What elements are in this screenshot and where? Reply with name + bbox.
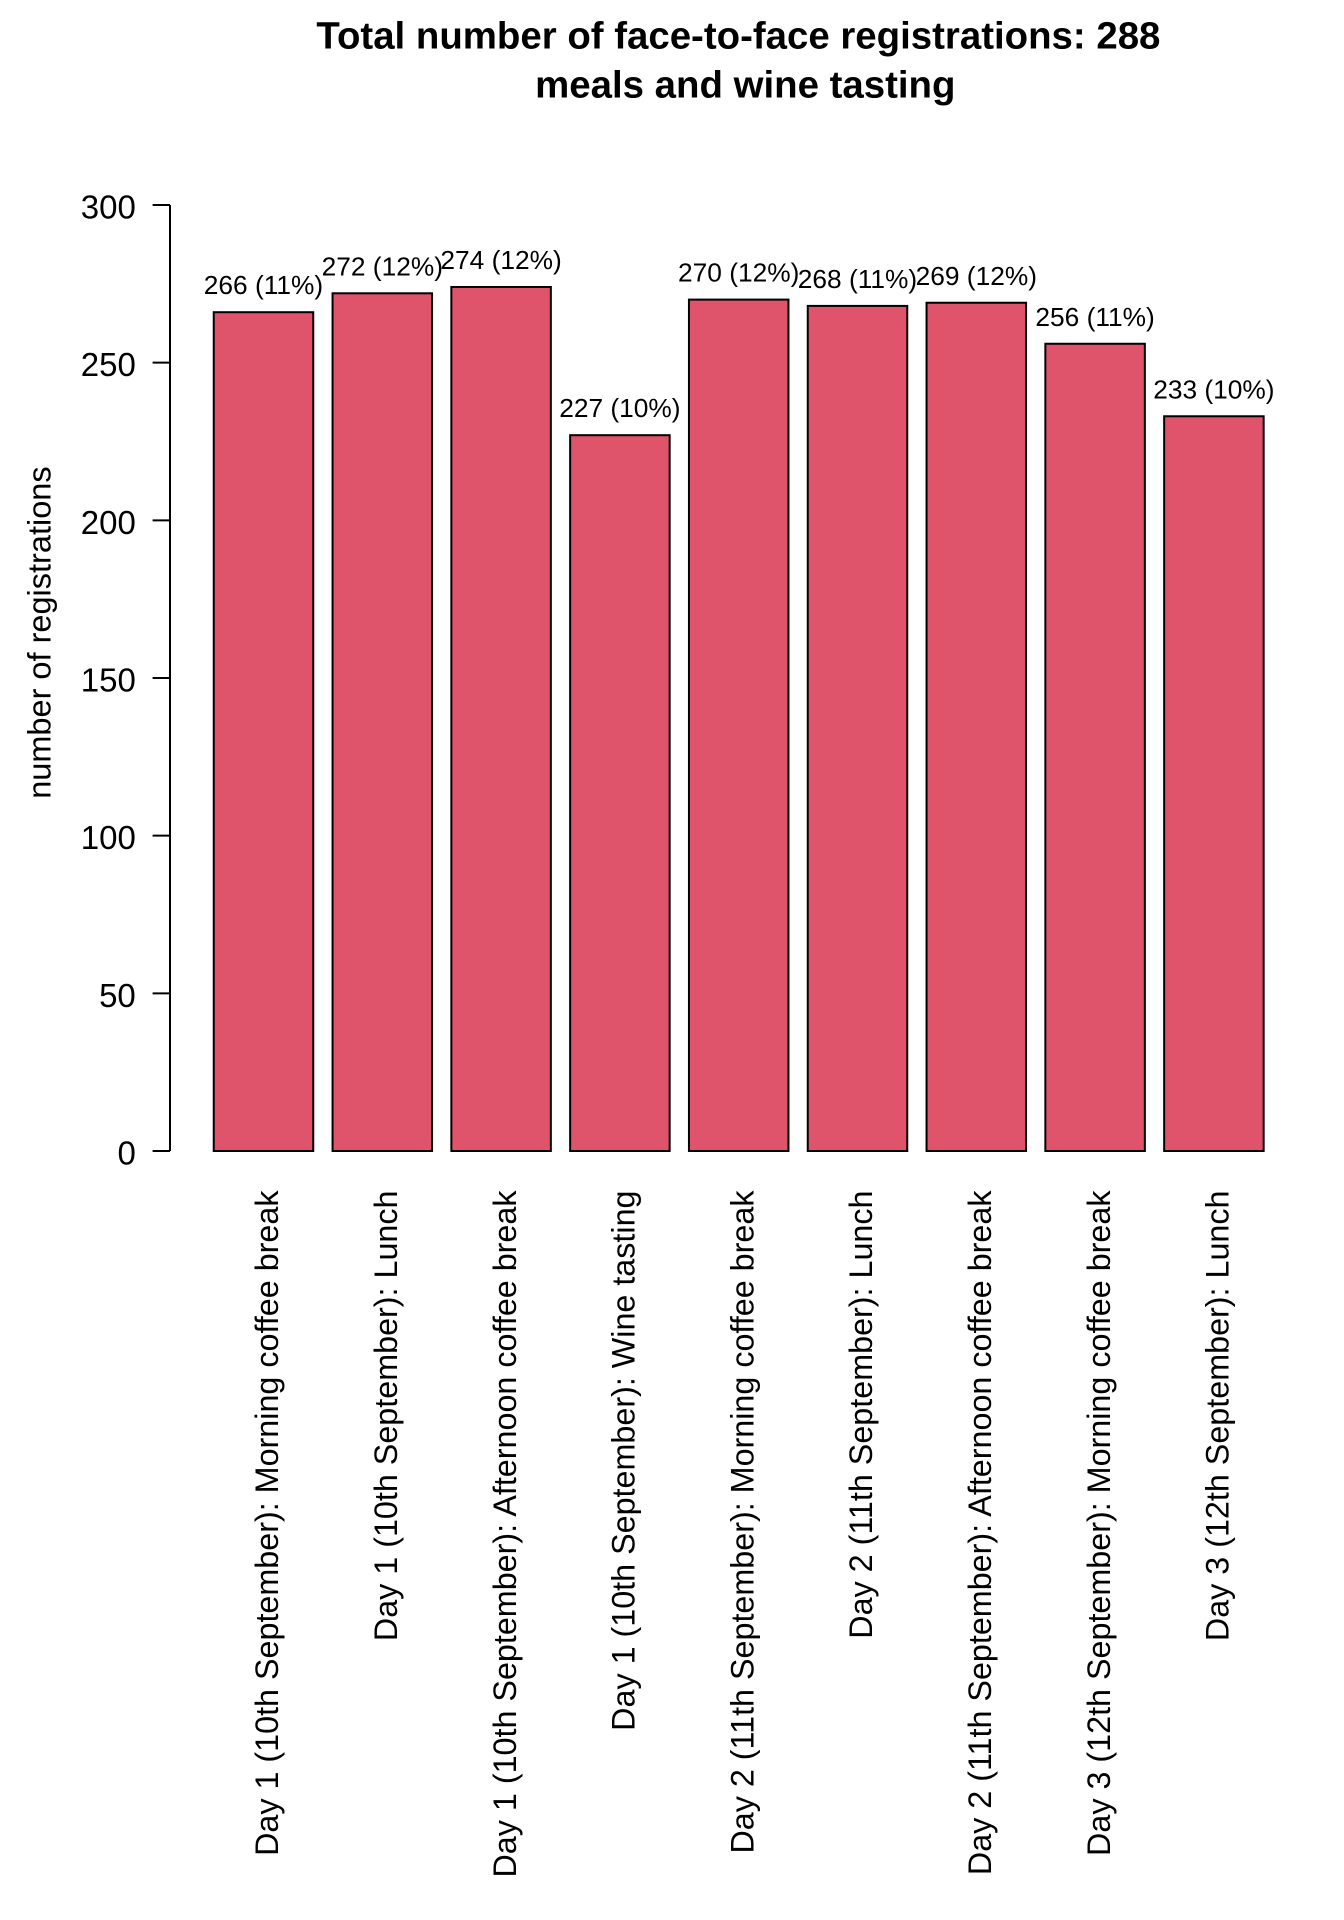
- svg-text:227 (10%): 227 (10%): [559, 393, 680, 423]
- svg-text:233 (10%): 233 (10%): [1153, 374, 1274, 404]
- svg-text:268 (11%): 268 (11%): [798, 264, 917, 294]
- svg-text:256 (11%): 256 (11%): [1035, 302, 1154, 332]
- svg-text:Day 2 (11th September): Aftern: Day 2 (11th September): Afternoon coffee…: [962, 1190, 998, 1875]
- svg-text:Day 3 (12th September): Mornin: Day 3 (12th September): Morning coffee b…: [1081, 1190, 1117, 1856]
- svg-text:Day 3 (12th September): Lunch: Day 3 (12th September): Lunch: [1200, 1191, 1236, 1642]
- svg-text:Day 2 (11th September): Mornin: Day 2 (11th September): Morning coffee b…: [724, 1190, 760, 1854]
- svg-text:269 (12%): 269 (12%): [916, 261, 1037, 291]
- svg-text:266 (11%): 266 (11%): [204, 270, 323, 300]
- svg-text:272 (12%): 272 (12%): [322, 251, 443, 281]
- svg-text:Day 1 (10th September): Lunch: Day 1 (10th September): Lunch: [368, 1191, 404, 1642]
- svg-text:300: 300: [81, 189, 136, 226]
- svg-text:200: 200: [81, 504, 136, 541]
- svg-text:Total number of face-to-face r: Total number of face-to-face registratio…: [316, 15, 1160, 58]
- svg-text:50: 50: [99, 977, 136, 1014]
- svg-text:number of registrations: number of registrations: [22, 466, 58, 798]
- svg-text:150: 150: [81, 662, 136, 699]
- svg-text:250: 250: [81, 346, 136, 383]
- svg-text:meals and wine tasting: meals and wine tasting: [535, 63, 955, 106]
- svg-text:274 (12%): 274 (12%): [440, 245, 561, 275]
- svg-text:100: 100: [81, 819, 136, 856]
- svg-text:Day 1 (10th September): Aftern: Day 1 (10th September): Afternoon coffee…: [487, 1190, 523, 1878]
- svg-text:Day 1 (10th September): Mornin: Day 1 (10th September): Morning coffee b…: [249, 1190, 285, 1856]
- svg-text:270 (12%): 270 (12%): [678, 258, 799, 288]
- svg-text:Day 2 (11th September): Lunch: Day 2 (11th September): Lunch: [843, 1191, 879, 1639]
- svg-text:Day 1 (10th September): Wine t: Day 1 (10th September): Wine tasting: [606, 1191, 642, 1731]
- svg-text:0: 0: [117, 1135, 135, 1172]
